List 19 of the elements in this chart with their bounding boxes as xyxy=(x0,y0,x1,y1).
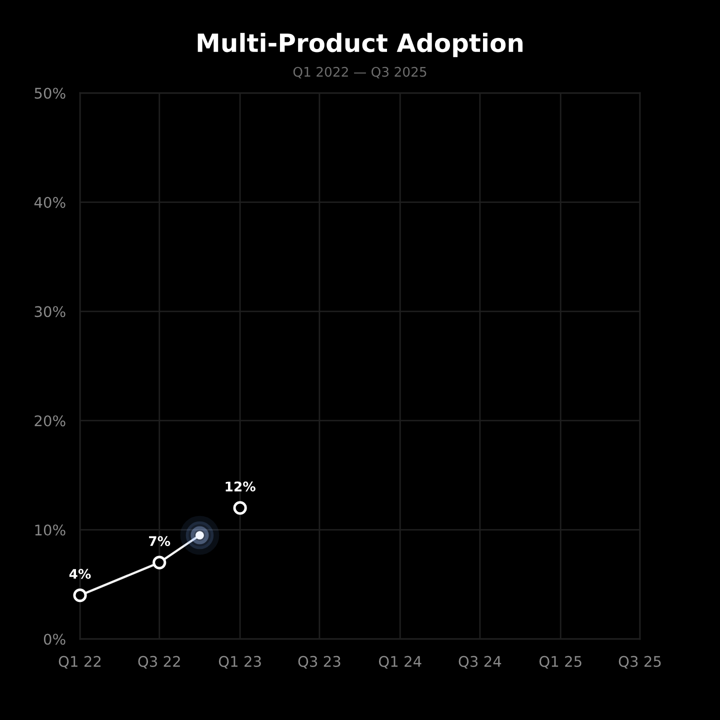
x-tick-label: Q3 23 xyxy=(298,656,340,669)
x-tick-label: Q1 25 xyxy=(539,656,582,669)
y-tick-label: 20% xyxy=(34,415,66,426)
x-tick-label: Q3 25 xyxy=(618,656,661,669)
data-label: 12% xyxy=(226,482,256,492)
y-tick-label: 10% xyxy=(35,524,66,536)
chart-title: Multi-Product Adoption xyxy=(198,32,523,58)
x-tick-label: Q3 22 xyxy=(138,656,180,669)
y-tick-label: 40% xyxy=(34,196,66,208)
x-tick-label: Q3 24 xyxy=(458,656,502,669)
data-label: 7% xyxy=(149,536,170,546)
y-tick-label: 50% xyxy=(34,88,66,99)
x-tick-label: Q1 23 xyxy=(218,656,261,669)
y-tick-label: 0% xyxy=(44,634,66,645)
x-tick-label: Q1 24 xyxy=(378,656,422,669)
chart-subtitle: Q1 2022 — Q3 2025 xyxy=(293,66,426,78)
y-tick-label: 30% xyxy=(34,306,66,318)
data-label: 4% xyxy=(69,568,91,579)
x-tick-label: Q1 22 xyxy=(58,656,101,669)
